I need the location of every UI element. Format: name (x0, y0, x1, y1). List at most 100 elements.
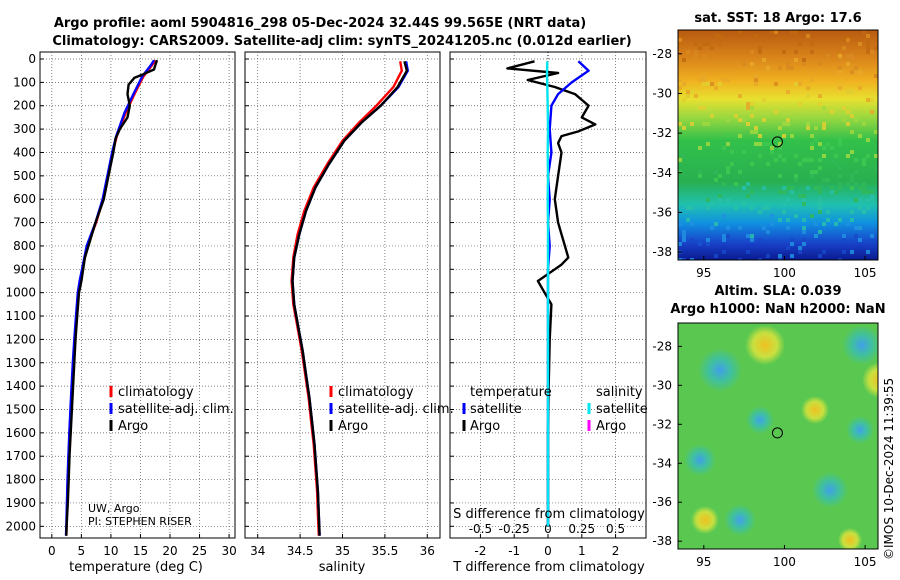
sst-pixel (862, 210, 866, 214)
sla-anomaly-blob (842, 325, 878, 365)
series-line-temperature-argo (506, 60, 597, 527)
sst-pixel (818, 254, 822, 258)
sst-pixel (770, 146, 774, 150)
sst-pixel (862, 122, 866, 126)
sst-pixel (746, 182, 750, 186)
sst-map (678, 30, 878, 260)
sst-pixel (718, 198, 722, 202)
sst-pixel (762, 58, 766, 62)
sst-pixel (778, 66, 782, 70)
sst-pixel (766, 230, 770, 234)
sst-pixel (782, 58, 786, 62)
sst-pixel (710, 202, 714, 206)
sst-pixel (682, 258, 686, 260)
legend-t-satellite-label: satellite (470, 402, 522, 417)
sst-pixel (806, 94, 810, 98)
sst-pixel (742, 186, 746, 190)
sst-pixel (810, 142, 814, 146)
sst-pixel (794, 50, 798, 54)
sst-pixel (870, 194, 874, 198)
sst-pixel (742, 150, 746, 154)
sst-pixel (722, 146, 726, 150)
sst-pixel (682, 238, 686, 242)
sla-anomaly-blob (724, 504, 756, 536)
sst-pixel (862, 30, 866, 34)
sst-pixel (790, 242, 794, 246)
sst-pixel (762, 98, 766, 102)
sst-pixel (802, 58, 806, 62)
sst-pixel (690, 206, 694, 210)
sst-pixel (766, 162, 770, 166)
sst-pixel (746, 250, 750, 254)
x-tick-label: 25 (192, 544, 207, 558)
sst-pixel (842, 238, 846, 242)
sst-pixel (850, 178, 854, 182)
series-line-argo (291, 60, 409, 536)
sst-pixel (750, 130, 754, 134)
x-tick-label: 10 (103, 544, 118, 558)
sst-pixel (754, 130, 758, 134)
sst-pixel (722, 234, 726, 238)
sst-pixel (686, 218, 690, 222)
sst-pixel (834, 190, 838, 194)
sst-pixel (734, 182, 738, 186)
sst-pixel (726, 78, 730, 82)
sst-pixel (746, 106, 750, 110)
sst-pixel (794, 214, 798, 218)
sst-pixel (706, 122, 710, 126)
series-line-salinity-satellite (545, 61, 550, 527)
sla-anomaly-blob (862, 362, 878, 398)
sst-pixel (874, 130, 878, 134)
x-tick-label: 36 (420, 544, 435, 558)
sst-pixel (842, 118, 846, 122)
t-difference-x-ticks: -2 -1 0 1 2 (474, 544, 619, 558)
sst-pixel (782, 134, 786, 138)
sst-pixel (794, 154, 798, 158)
sst-pixel (690, 222, 694, 226)
sst-pixel (678, 242, 682, 246)
sla-anomaly-blob (838, 528, 862, 549)
sst-pixel (834, 154, 838, 158)
depth-tick-label: 1500 (5, 402, 36, 416)
lat-tick-label: -30 (652, 378, 672, 392)
sst-pixel (762, 186, 766, 190)
sst-pixel (754, 142, 758, 146)
sst-pixel (790, 254, 794, 258)
sst-pixel (818, 202, 822, 206)
sst-pixel (838, 258, 842, 260)
sst-pixel (682, 58, 686, 62)
sst-pixel (810, 78, 814, 82)
sst-pixel (834, 222, 838, 226)
sst-pixel (838, 138, 842, 142)
sst-pixel (702, 106, 706, 110)
lon-tick-label: 95 (696, 555, 711, 569)
sst-pixel (818, 230, 822, 234)
sst-pixel (718, 42, 722, 46)
sst-pixel (782, 186, 786, 190)
sst-pixel (838, 218, 842, 222)
sst-pixel (762, 118, 766, 122)
sst-pixel (714, 178, 718, 182)
sst-pixel (766, 66, 770, 70)
sst-pixel (818, 142, 822, 146)
sst-pixel (786, 246, 790, 250)
sst-pixel (806, 86, 810, 90)
sst-pixel (794, 114, 798, 118)
sst-pixel (722, 238, 726, 242)
sst-pixel (818, 166, 822, 170)
sst-pixel (830, 190, 834, 194)
sst-pixel (818, 190, 822, 194)
sst-pixel (826, 142, 830, 146)
sst-pixel (822, 146, 826, 150)
sst-pixel (866, 38, 870, 42)
sst-pixel (850, 174, 854, 178)
sst-pixel (802, 62, 806, 66)
sst-pixel (826, 218, 830, 222)
sla-anomaly-blob (801, 396, 829, 424)
sst-pixel (750, 114, 754, 118)
sst-pixel (778, 142, 782, 146)
s-difference-label: S difference from climatology (453, 507, 645, 522)
sst-pixel (702, 82, 706, 86)
sst-pixel (698, 174, 702, 178)
